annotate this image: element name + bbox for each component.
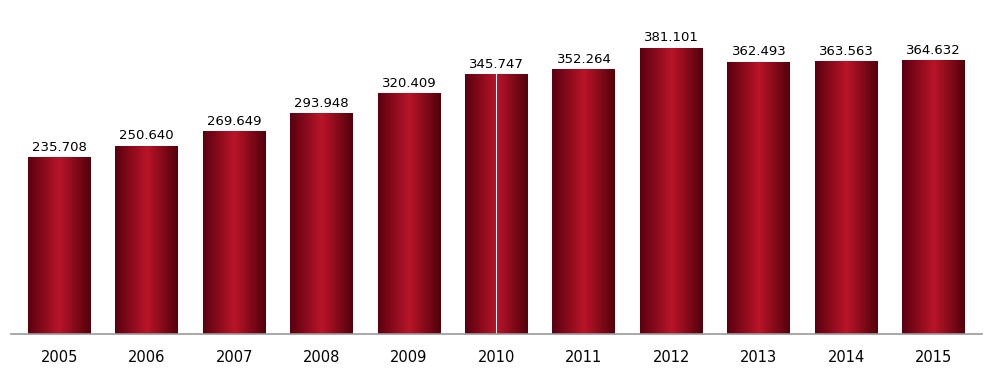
- Text: 352.264: 352.264: [556, 53, 612, 66]
- Text: 320.409: 320.409: [381, 77, 436, 90]
- Text: 250.640: 250.640: [119, 129, 174, 143]
- Text: 381.101: 381.101: [644, 32, 699, 44]
- Text: 235.708: 235.708: [32, 141, 86, 153]
- Text: 362.493: 362.493: [732, 45, 786, 58]
- Text: 269.649: 269.649: [207, 115, 261, 128]
- Text: 293.948: 293.948: [294, 97, 349, 110]
- Text: 345.747: 345.747: [469, 58, 524, 71]
- Text: 363.563: 363.563: [819, 45, 874, 58]
- Text: 364.632: 364.632: [907, 44, 961, 57]
